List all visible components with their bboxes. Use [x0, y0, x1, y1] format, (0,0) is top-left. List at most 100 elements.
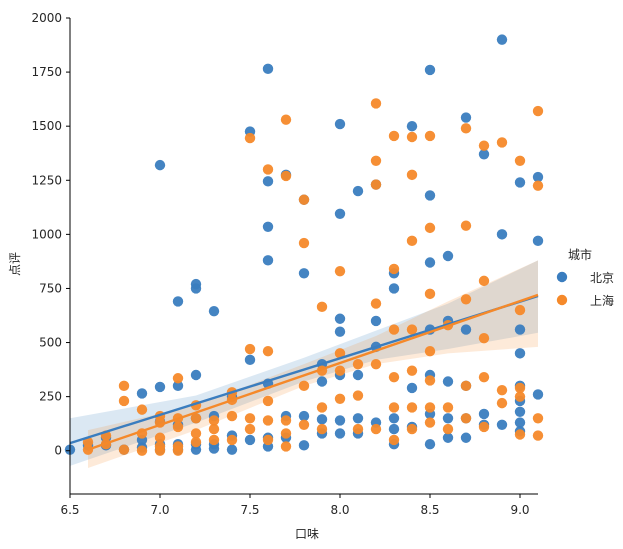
data-point-series-1	[424, 257, 436, 268]
data-point-series-2	[154, 441, 166, 452]
data-point-series-1	[244, 434, 256, 446]
data-point-series-2	[298, 419, 310, 430]
data-point-series-2	[280, 441, 292, 452]
data-point-series-1	[460, 432, 472, 443]
data-point-series-2	[532, 413, 544, 424]
data-point-series-2	[370, 298, 382, 309]
data-point-series-2	[532, 180, 544, 191]
data-point-series-2	[406, 365, 418, 376]
data-point-series-2	[388, 402, 400, 413]
x-tick-label: 7.5	[240, 503, 259, 517]
data-point-series-2	[406, 402, 418, 413]
data-point-series-1	[424, 439, 436, 450]
data-point-series-2	[478, 275, 490, 287]
data-point-series-1	[388, 413, 400, 424]
data-point-series-2	[442, 423, 454, 435]
y-tick-label: 750	[39, 281, 62, 295]
data-point-series-2	[424, 130, 436, 142]
data-point-series-2	[514, 391, 526, 402]
y-tick-label: 1750	[31, 65, 62, 79]
data-point-series-2	[424, 288, 436, 300]
data-point-series-2	[370, 98, 382, 109]
data-point-series-2	[478, 371, 490, 383]
data-point-series-1	[334, 326, 346, 337]
data-point-series-2	[334, 265, 346, 277]
data-point-series-2	[172, 373, 184, 384]
data-point-series-1	[136, 388, 148, 399]
data-point-series-2	[442, 402, 454, 413]
data-point-series-2	[154, 432, 166, 443]
data-point-series-1	[370, 315, 382, 327]
data-point-series-1	[208, 305, 220, 317]
data-point-series-2	[370, 358, 382, 370]
data-point-series-2	[424, 375, 436, 386]
data-point-series-2	[406, 235, 418, 247]
y-axis-label: 点评	[8, 252, 22, 276]
data-point-series-2	[460, 413, 472, 424]
legend-marker-1	[556, 271, 568, 283]
data-point-series-2	[208, 434, 220, 446]
data-point-series-1	[406, 120, 418, 132]
data-point-series-1	[478, 149, 490, 160]
data-point-series-2	[424, 222, 436, 234]
data-point-series-1	[496, 34, 508, 45]
data-point-series-2	[262, 164, 274, 175]
data-point-series-2	[280, 114, 292, 125]
data-point-series-1	[352, 185, 364, 197]
data-point-series-1	[262, 221, 274, 232]
data-point-series-2	[388, 130, 400, 142]
data-point-series-2	[532, 430, 544, 441]
data-point-series-1	[298, 440, 310, 451]
data-point-series-2	[514, 382, 526, 394]
data-point-series-2	[370, 179, 382, 190]
data-point-series-2	[496, 397, 508, 409]
data-point-series-2	[298, 237, 310, 249]
data-point-series-1	[334, 118, 346, 130]
x-tick-label: 6.5	[60, 503, 79, 517]
data-point-series-1	[442, 250, 454, 262]
legend-marker-2	[556, 294, 568, 306]
data-point-series-2	[532, 105, 544, 117]
data-point-series-2	[262, 434, 274, 446]
data-point-series-2	[334, 393, 346, 404]
data-point-series-2	[244, 423, 256, 435]
data-point-series-2	[190, 428, 202, 439]
data-point-series-2	[262, 415, 274, 426]
data-point-series-2	[244, 413, 256, 424]
data-point-series-2	[208, 415, 220, 426]
data-point-series-1	[388, 423, 400, 435]
data-point-series-1	[154, 381, 166, 393]
legend-label-2: 上海	[590, 293, 614, 308]
data-point-series-2	[514, 429, 526, 440]
data-point-series-2	[226, 410, 238, 422]
regression-lines	[69, 293, 539, 451]
data-point-series-1	[460, 324, 472, 335]
axes: 0 250 500 750 1000 1250 1500 1750 2000 6.5 7.0 7.5 8…	[8, 11, 538, 541]
regression-line-2	[87, 293, 539, 451]
data-point-series-1	[262, 255, 274, 266]
data-point-series-2	[406, 169, 418, 181]
data-point-series-1	[334, 428, 346, 439]
x-tick-label: 8.5	[420, 503, 439, 517]
data-point-series-1	[514, 324, 526, 335]
data-point-series-2	[262, 346, 274, 357]
data-point-series-1	[334, 415, 346, 426]
data-point-series-1	[226, 444, 238, 455]
data-point-series-1	[496, 419, 508, 430]
data-point-series-1	[316, 414, 328, 425]
data-point-series-2	[424, 402, 436, 413]
data-point-series-2	[244, 132, 256, 144]
data-point-series-1	[352, 413, 364, 424]
data-point-series-2	[136, 404, 148, 415]
y-tick-label: 1250	[31, 173, 62, 187]
x-axis-label: 口味	[295, 527, 319, 541]
data-point-series-2	[496, 384, 508, 396]
data-point-series-2	[172, 441, 184, 452]
data-point-series-2	[136, 445, 148, 456]
data-point-series-2	[298, 194, 310, 205]
data-point-series-2	[424, 417, 436, 428]
x-tick-label: 9.0	[510, 503, 529, 517]
data-point-series-2	[514, 304, 526, 316]
data-point-series-2	[388, 324, 400, 335]
